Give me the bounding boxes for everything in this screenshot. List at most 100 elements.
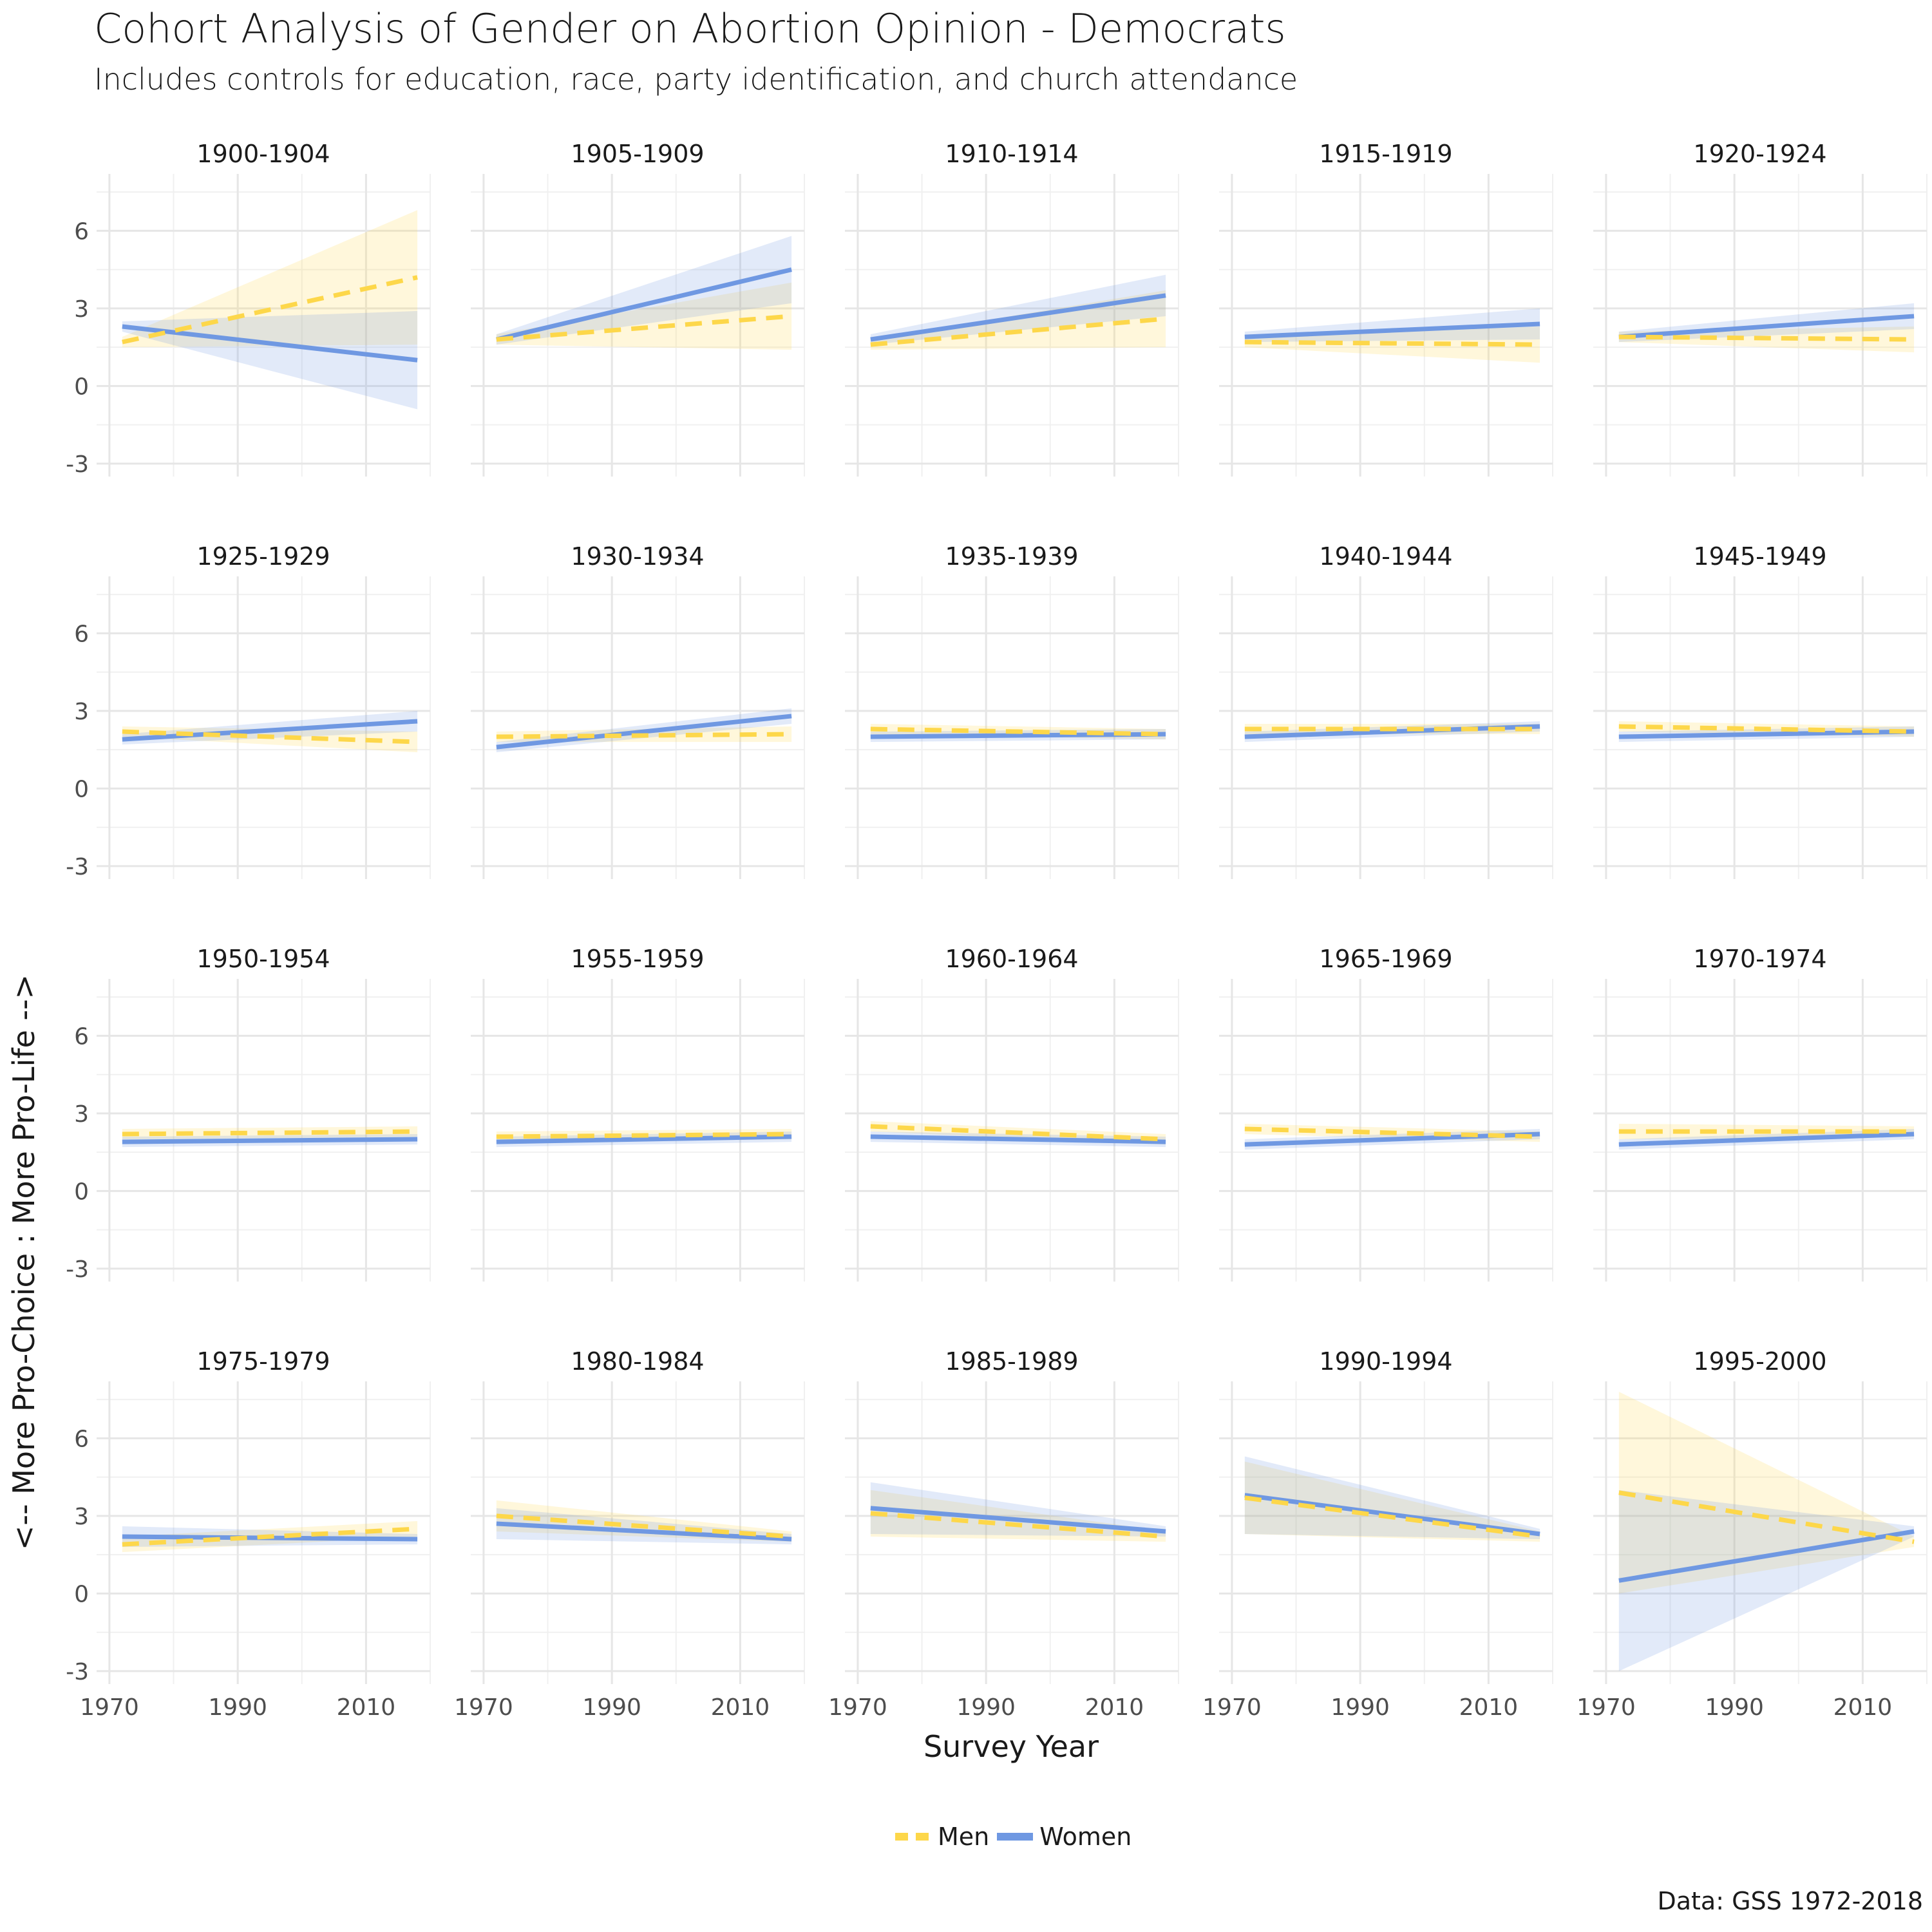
line-women-1925-1929 — [122, 719, 418, 742]
line-women-1910-1914 — [870, 293, 1166, 342]
x-tick-label: 1990 — [1705, 1694, 1764, 1721]
x-tick-label: 1970 — [1202, 1694, 1262, 1721]
legend-item-men: Men — [895, 1823, 989, 1851]
line-women-1985-1989 — [870, 1506, 1166, 1534]
x-tick-label: 1990 — [1331, 1694, 1390, 1721]
y-tick-label: -3 — [66, 451, 89, 478]
x-tick-label: 2010 — [711, 1694, 770, 1721]
ribbon-women-1985-1989 — [870, 1482, 1166, 1537]
line-men-1975-1979 — [122, 1526, 418, 1547]
facet-label-1970-1974: 1970-1974 — [1693, 945, 1826, 973]
facet-label-1925-1929: 1925-1929 — [196, 542, 330, 571]
ribbon-women-1905-1909 — [496, 236, 792, 345]
line-women-1920-1924 — [1618, 314, 1915, 339]
line-women-1950-1954 — [122, 1137, 418, 1144]
line-women-1900-1904 — [122, 324, 418, 363]
ribbon-women-1990-1994 — [1244, 1456, 1540, 1540]
line-women-1960-1964 — [870, 1134, 1166, 1144]
line-women-1955-1959 — [496, 1134, 792, 1144]
line-men-1930-1934 — [496, 732, 792, 739]
facet-label-1905-1909: 1905-1909 — [571, 140, 704, 168]
facet-label-1915-1919: 1915-1919 — [1319, 140, 1452, 168]
x-tick-label: 1990 — [582, 1694, 641, 1721]
line-women-1980-1984 — [496, 1521, 792, 1542]
facet-label-1950-1954: 1950-1954 — [196, 945, 330, 973]
chart-subtitle: Includes controls for education, race, p… — [94, 62, 1298, 97]
y-tick-label: 6 — [74, 621, 89, 647]
legend-item-women: Women — [997, 1823, 1132, 1851]
facet-label-1955-1959: 1955-1959 — [571, 945, 704, 973]
facet-label-1930-1934: 1930-1934 — [571, 542, 704, 571]
ribbon-women-1995-2000 — [1618, 1490, 1915, 1671]
line-men-1950-1954 — [122, 1129, 418, 1137]
facet-label-1990-1994: 1990-1994 — [1319, 1347, 1452, 1376]
facet-label-1965-1969: 1965-1969 — [1319, 945, 1452, 973]
line-men-1965-1969 — [1244, 1126, 1540, 1139]
facet-label-1995-2000: 1995-2000 — [1693, 1347, 1826, 1376]
line-men-1905-1909 — [496, 314, 792, 342]
ribbon-men-1990-1994 — [1244, 1461, 1540, 1542]
line-women-1990-1994 — [1244, 1493, 1540, 1537]
line-men-1995-2000 — [1618, 1490, 1915, 1544]
facet-label-1940-1944: 1940-1944 — [1319, 542, 1452, 571]
line-men-1920-1924 — [1618, 334, 1915, 342]
line-men-1960-1964 — [870, 1124, 1166, 1142]
x-tick-label: 2010 — [1085, 1694, 1144, 1721]
line-men-1985-1989 — [870, 1511, 1166, 1539]
x-axis-label: Survey Year — [923, 1729, 1099, 1764]
y-tick-label: 0 — [74, 374, 89, 400]
x-tick-label: 2010 — [1459, 1694, 1519, 1721]
line-women-1970-1974 — [1618, 1132, 1915, 1147]
y-tick-label: 6 — [74, 1023, 89, 1050]
x-tick-label: 1970 — [80, 1694, 139, 1721]
x-tick-label: 1970 — [828, 1694, 887, 1721]
chart-title: Cohort Analysis of Gender on Abortion Op… — [94, 5, 1286, 52]
legend-swatch-women — [997, 1833, 1034, 1841]
legend-swatch-men — [895, 1833, 931, 1841]
line-men-1925-1929 — [122, 729, 418, 744]
line-women-1930-1934 — [496, 714, 792, 750]
y-tick-label: 0 — [74, 776, 89, 802]
y-tick-label: -3 — [66, 1256, 89, 1283]
line-women-1905-1909 — [496, 267, 792, 342]
x-tick-label: 1970 — [1577, 1694, 1636, 1721]
facet-label-1975-1979: 1975-1979 — [196, 1347, 330, 1376]
facet-label-1900-1904: 1900-1904 — [196, 140, 330, 168]
line-men-1910-1914 — [870, 316, 1166, 347]
y-tick-label: 0 — [74, 1179, 89, 1205]
line-men-1990-1994 — [1244, 1495, 1540, 1539]
line-men-1980-1984 — [496, 1513, 792, 1539]
legend-label-men: Men — [938, 1823, 990, 1851]
line-men-1900-1904 — [122, 275, 418, 345]
facet-label-1945-1949: 1945-1949 — [1693, 542, 1826, 571]
y-axis-label: <-- More Pro-Choice : More Pro-Life --> — [6, 974, 41, 1551]
y-tick-label: 0 — [74, 1581, 89, 1607]
legend-label-women: Women — [1039, 1823, 1132, 1851]
line-men-1935-1939 — [870, 726, 1166, 737]
y-tick-label: 6 — [74, 1426, 89, 1452]
data-source-caption: Data: GSS 1972-2018 — [1657, 1887, 1923, 1915]
line-men-1955-1959 — [496, 1132, 792, 1139]
y-tick-label: 3 — [74, 699, 89, 725]
line-men-1915-1919 — [1244, 339, 1540, 347]
facet-label-1985-1989: 1985-1989 — [945, 1347, 1078, 1376]
y-tick-label: 3 — [74, 296, 89, 323]
x-tick-label: 2010 — [337, 1694, 396, 1721]
x-tick-label: 2010 — [1833, 1694, 1893, 1721]
y-tick-label: -3 — [66, 854, 89, 880]
line-men-1945-1949 — [1618, 724, 1915, 734]
facet-label-1920-1924: 1920-1924 — [1693, 140, 1826, 168]
y-tick-label: -3 — [66, 1659, 89, 1685]
line-women-1995-2000 — [1618, 1529, 1915, 1583]
facet-label-1960-1964: 1960-1964 — [945, 945, 1078, 973]
facet-label-1980-1984: 1980-1984 — [571, 1347, 704, 1376]
ribbon-women-1900-1904 — [122, 310, 418, 410]
line-women-1915-1919 — [1244, 321, 1540, 339]
legend: Men Women — [895, 1823, 1132, 1851]
y-tick-label: 3 — [74, 1504, 89, 1530]
ribbon-men-1905-1909 — [496, 282, 792, 350]
x-tick-label: 1970 — [454, 1694, 513, 1721]
x-tick-label: 1990 — [208, 1694, 267, 1721]
